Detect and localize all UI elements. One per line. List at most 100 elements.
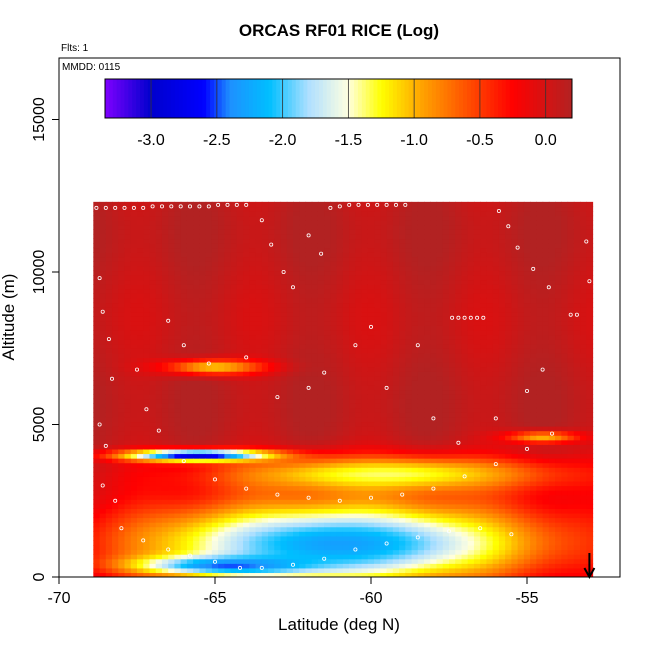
heatmap-cell [137,572,144,577]
heatmap-cell [186,320,194,326]
heatmap-cell [274,229,282,235]
heatmap-cell [336,348,344,354]
heatmap-cell [155,526,163,532]
heatmap-cell [149,252,157,258]
heatmap-cell [249,375,257,381]
heatmap-cell [249,329,257,336]
heatmap-cell [143,494,151,500]
heatmap-cell [124,261,132,267]
heatmap-cell [180,261,188,267]
heatmap-cell [174,512,182,519]
heatmap-cell [324,220,332,226]
heatmap-cell [392,361,400,368]
heatmap-cell [168,503,176,509]
heatmap-cell [293,448,300,455]
heatmap-cell [168,311,176,317]
heatmap-cell [461,563,469,569]
heatmap-cell [411,261,419,267]
heatmap-cell [317,316,325,322]
heatmap-cell [324,371,332,377]
heatmap-cell [430,265,438,272]
heatmap-cell [324,435,332,441]
heatmap-cell [386,526,394,532]
heatmap-cell [311,448,319,455]
heatmap-cell [155,567,163,574]
heatmap-cell [118,224,126,230]
heatmap-cell [349,361,356,368]
heatmap-cell [424,302,431,308]
heatmap-cell [155,389,163,395]
heatmap-cell [392,458,400,464]
heatmap-cell [367,293,375,299]
heatmap-cell [286,380,294,386]
heatmap-cell [399,361,406,368]
heatmap-cell [399,471,406,477]
heatmap-cell [380,201,388,208]
heatmap-cell [230,540,238,546]
heatmap-cell [143,467,151,473]
heatmap-cell [93,485,101,491]
heatmap-cell [386,343,394,349]
heatmap-cell [174,270,182,276]
heatmap-cell [324,325,332,331]
heatmap-cell [205,526,213,532]
heatmap-cell [417,416,425,423]
heatmap-cell [324,334,332,340]
heatmap-cell [112,535,119,541]
heatmap-cell [93,261,101,267]
heatmap-cell [374,471,381,477]
heatmap-cell [293,384,300,391]
heatmap-cell [417,490,425,496]
heatmap-cell [124,430,132,436]
heatmap-cell [299,471,307,477]
heatmap-cell [186,394,194,400]
heatmap-cell [243,526,250,532]
heatmap-cell [261,439,269,445]
heatmap-cell [293,412,300,418]
heatmap-cell [305,316,313,322]
heatmap-cell [161,220,169,226]
heatmap-cell [342,558,350,564]
heatmap-cell [280,567,288,574]
heatmap-cell [374,229,381,235]
heatmap-cell [180,256,188,262]
heatmap-cell [442,471,450,477]
heatmap-cell [467,549,475,555]
heatmap-cell [112,371,119,377]
heatmap-cell [386,398,394,404]
heatmap-cell [380,503,388,509]
heatmap-cell [143,343,151,349]
heatmap-cell [137,467,144,473]
heatmap-cell [374,549,381,555]
heatmap-cell [299,412,307,418]
heatmap-cell [149,261,157,267]
heatmap-cell [449,288,456,294]
heatmap-cell [305,334,313,340]
heatmap-cell [137,494,144,500]
heatmap-cell [230,243,238,249]
heatmap-cell [255,508,263,514]
heatmap-cell [442,201,450,208]
heatmap-cell [467,261,475,267]
heatmap-cell [299,439,307,445]
heatmap-cell [305,339,313,345]
heatmap-cell [205,297,213,304]
heatmap-cell [230,329,238,336]
heatmap-cell [455,544,463,551]
heatmap-cell [380,243,388,249]
heatmap-cell [186,256,194,262]
heatmap-cell [317,275,325,281]
heatmap-cell [280,426,288,432]
heatmap-cell [293,558,300,564]
heatmap-cell [411,206,419,212]
heatmap-cell [186,503,194,509]
heatmap-cell [355,352,363,358]
heatmap-cell [137,421,144,427]
heatmap-cell [305,224,313,230]
heatmap-cell [130,462,138,468]
heatmap-cell [386,512,394,519]
heatmap-cell [274,215,282,221]
heatmap-cell [467,389,475,395]
heatmap-cell [424,206,431,212]
heatmap-cell [330,293,338,299]
